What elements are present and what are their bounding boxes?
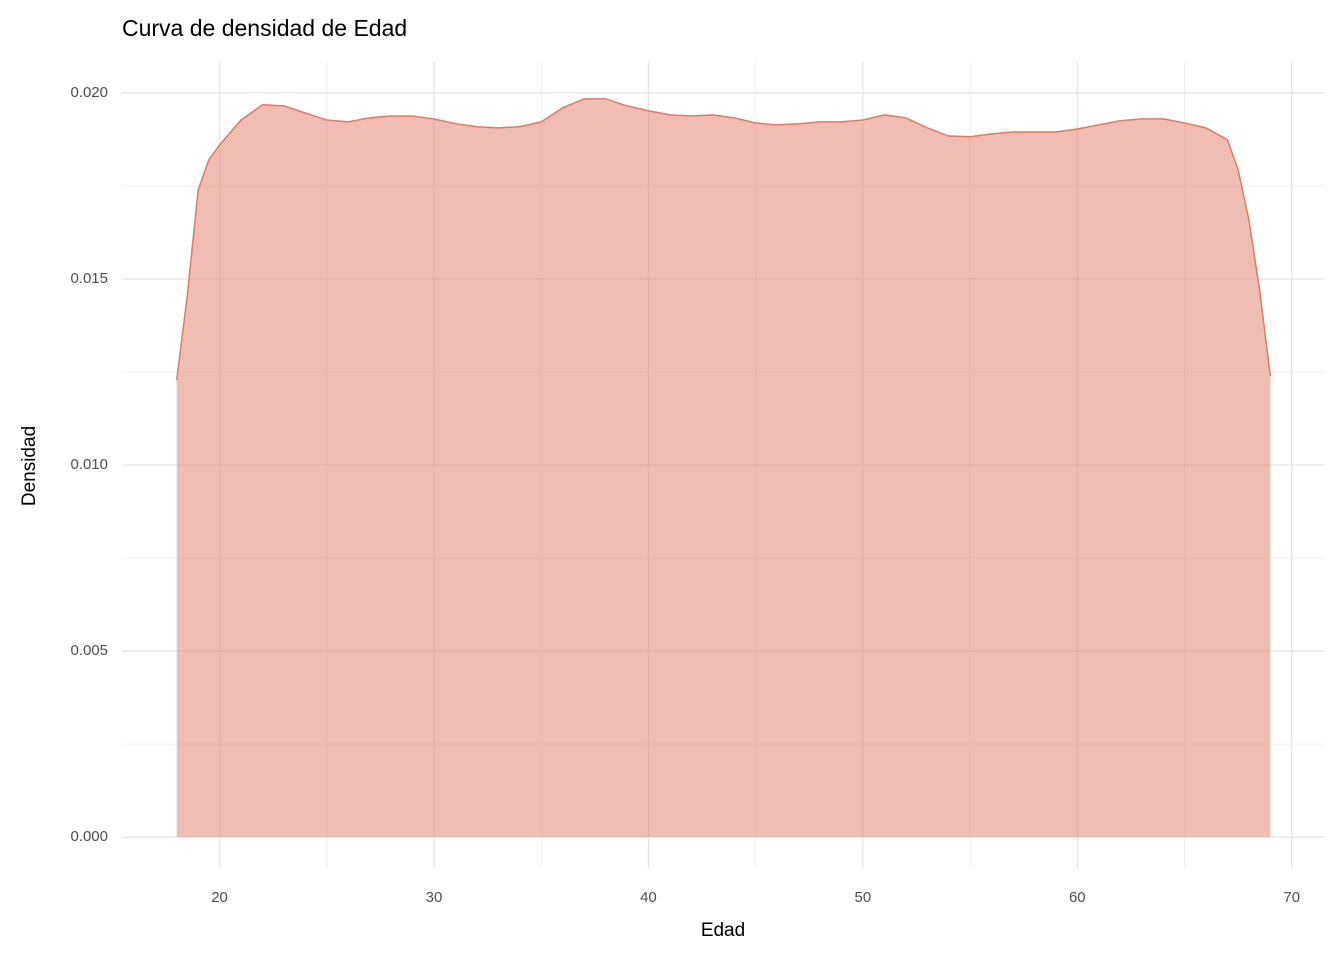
chart-title: Curva de densidad de Edad: [122, 15, 407, 41]
y-tick-label: 0.000: [70, 828, 108, 845]
x-tick-label: 30: [426, 889, 443, 906]
y-axis-title: Densidad: [19, 426, 40, 506]
density-area: [176, 98, 1271, 838]
x-tick-label: 70: [1283, 889, 1300, 906]
y-tick-label: 0.005: [70, 642, 108, 659]
x-tick-label: 60: [1069, 889, 1086, 906]
x-axis-title: Edad: [701, 920, 745, 941]
x-tick-label: 20: [211, 889, 228, 906]
density-line: [175, 98, 1272, 381]
y-tick-label: 0.010: [70, 456, 108, 473]
y-tick-label: 0.020: [70, 84, 108, 101]
x-tick-label: 50: [855, 889, 872, 906]
x-tick-label: 40: [640, 889, 657, 906]
y-tick-label: 0.015: [70, 270, 108, 287]
